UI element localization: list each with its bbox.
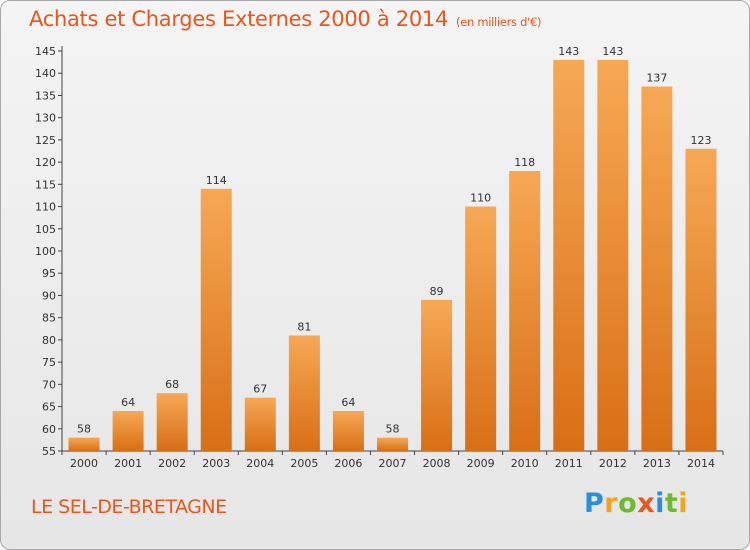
x-tick-label-2013: 2013 xyxy=(643,457,671,470)
logo-letter: o xyxy=(618,488,638,519)
bar-2000 xyxy=(68,437,100,451)
y-tick-label: 105 xyxy=(35,223,56,236)
commune-name: LE SEL-DE-BRETAGNE xyxy=(31,496,227,518)
bar-2004 xyxy=(244,397,276,451)
chart-axes: 55 60 65 70 75 80 85 90 95 100 105 110 115 120 125 130 1… xyxy=(35,45,724,458)
y-tick-label: 140 xyxy=(35,67,56,80)
logo-letter: P xyxy=(584,488,605,519)
bar-2010 xyxy=(509,171,541,451)
x-tick-label-2007: 2007 xyxy=(379,457,407,470)
x-tick-label-2005: 2005 xyxy=(290,457,318,470)
bar-2011 xyxy=(553,59,585,452)
x-tick-label-2012: 2012 xyxy=(599,457,627,470)
logo-letter: t xyxy=(664,488,679,519)
x-tick-label-2014: 2014 xyxy=(687,457,715,470)
y-tick-label: 65 xyxy=(42,401,56,414)
chart-labels: 2000 58 2001 64 2002 68 2003 114 2004 67 2005 81 200… xyxy=(70,45,715,470)
logo-letter: i xyxy=(678,488,689,519)
bar-2009 xyxy=(465,206,497,451)
y-tick-label: 60 xyxy=(42,423,56,436)
chart-title-text: Achats et Charges Externes 2000 à 2014 xyxy=(29,7,449,31)
logo-letter: x xyxy=(637,488,656,519)
chart-bars xyxy=(68,59,717,452)
x-tick-label-2006: 2006 xyxy=(334,457,362,470)
x-tick-label-2008: 2008 xyxy=(423,457,451,470)
bar-2001 xyxy=(112,411,144,451)
bar-2013 xyxy=(641,86,673,452)
value-label-2001: 64 xyxy=(121,396,135,409)
y-tick-label: 95 xyxy=(42,267,56,280)
y-tick-label: 90 xyxy=(42,289,56,302)
x-tick-label-2009: 2009 xyxy=(467,457,495,470)
y-tick-label: 100 xyxy=(35,245,56,258)
bar-2002 xyxy=(156,393,188,451)
y-tick-label: 55 xyxy=(42,445,56,458)
chart-title: Achats et Charges Externes 2000 à 2014 (e… xyxy=(29,7,541,31)
value-label-2010: 118 xyxy=(514,156,535,169)
bar-2007 xyxy=(377,437,408,451)
x-tick-label-2003: 2003 xyxy=(202,457,230,470)
value-label-2008: 89 xyxy=(430,285,444,298)
value-label-2003: 114 xyxy=(206,174,227,187)
y-tick-label: 85 xyxy=(42,312,56,325)
x-tick-label-2001: 2001 xyxy=(114,457,142,470)
y-tick-label: 130 xyxy=(35,112,56,125)
bar-2008 xyxy=(421,299,453,451)
value-label-2012: 143 xyxy=(602,45,623,58)
x-tick-label-2010: 2010 xyxy=(511,457,539,470)
bar-2014 xyxy=(685,148,717,451)
logo-letter: i xyxy=(655,488,665,519)
logo-letter: r xyxy=(604,488,619,519)
value-label-2002: 68 xyxy=(165,378,179,391)
value-label-2006: 64 xyxy=(341,396,355,409)
value-label-2009: 110 xyxy=(470,192,491,205)
value-label-2000: 58 xyxy=(77,423,91,436)
value-label-2014: 123 xyxy=(690,134,711,147)
y-tick-label: 70 xyxy=(42,378,56,391)
value-label-2007: 58 xyxy=(386,423,400,436)
chart-unit: (en milliers d'€) xyxy=(456,15,542,29)
y-tick-label: 145 xyxy=(35,45,56,58)
proxiti-logo[interactable]: Proxiti xyxy=(584,488,688,519)
value-label-2005: 81 xyxy=(297,320,311,333)
x-tick-label-2011: 2011 xyxy=(555,457,583,470)
bar-2005 xyxy=(288,335,320,451)
bar-2012 xyxy=(597,59,629,452)
y-tick-label: 125 xyxy=(35,134,56,147)
y-tick-label: 120 xyxy=(35,156,56,169)
value-label-2011: 143 xyxy=(558,45,579,58)
bar-2003 xyxy=(200,188,232,451)
y-tick-label: 80 xyxy=(42,334,56,347)
value-label-2013: 137 xyxy=(646,72,667,85)
x-tick-label-2000: 2000 xyxy=(70,457,98,470)
bar-2006 xyxy=(332,411,364,451)
y-tick-label: 135 xyxy=(35,89,56,102)
x-tick-label-2004: 2004 xyxy=(246,457,274,470)
value-label-2004: 67 xyxy=(253,383,267,396)
y-tick-label: 115 xyxy=(35,178,56,191)
y-tick-label: 75 xyxy=(42,356,56,369)
y-tick-label: 110 xyxy=(35,201,56,214)
x-tick-label-2002: 2002 xyxy=(158,457,186,470)
